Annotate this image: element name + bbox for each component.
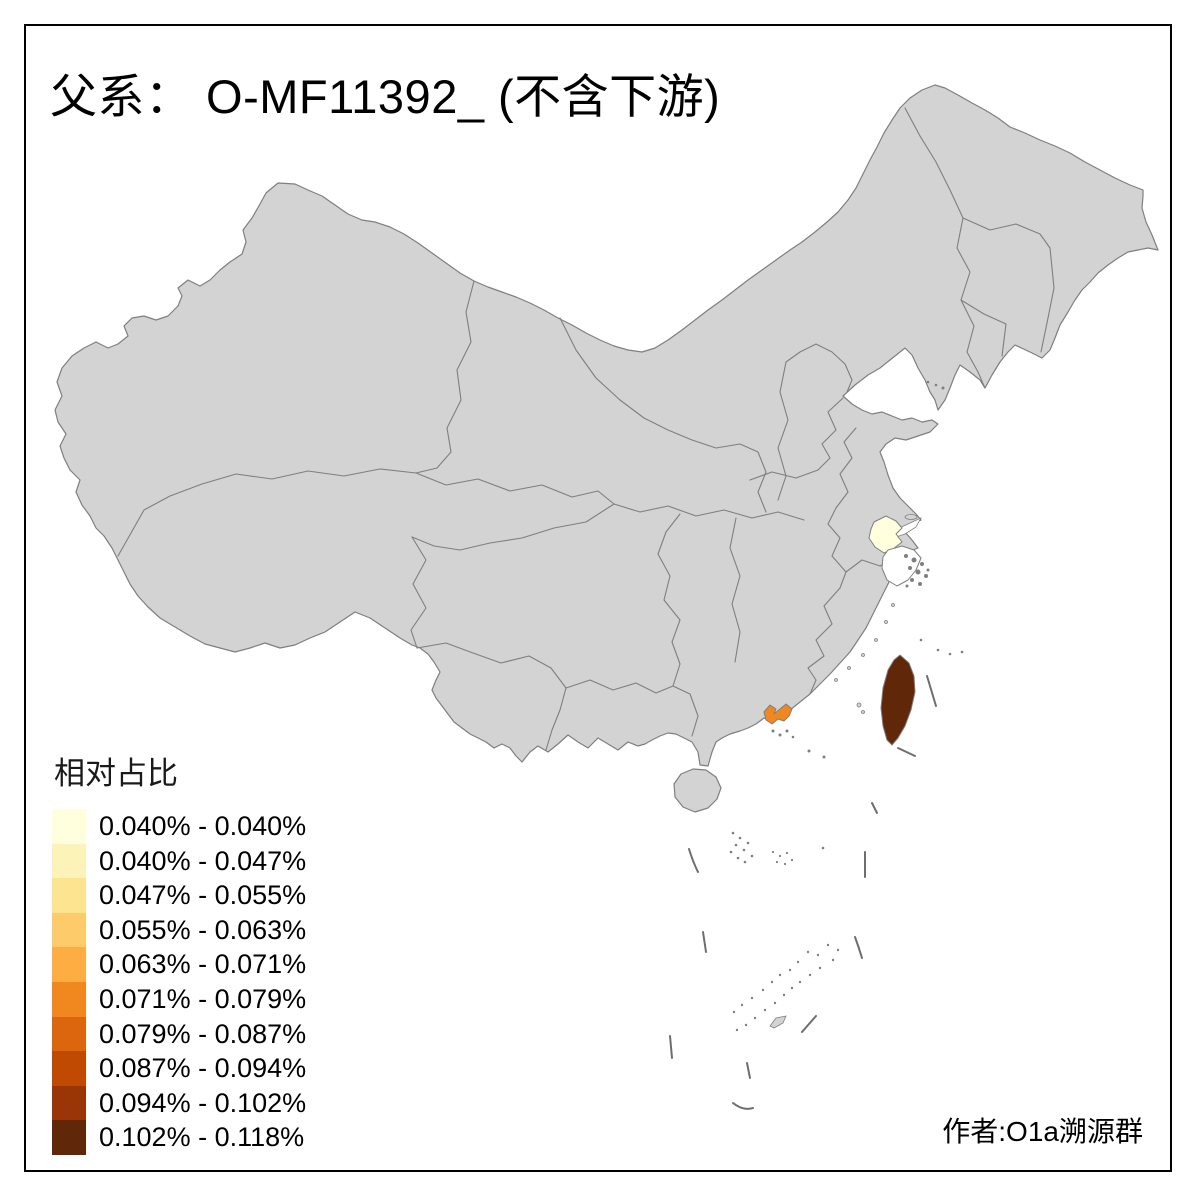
legend-label: 0.055% - 0.063% xyxy=(99,914,307,945)
legend-swatch xyxy=(52,878,86,913)
region-jiangsu-suzhou xyxy=(868,515,903,554)
island-dot xyxy=(771,729,775,733)
attribution: 作者:O1a溯源群 xyxy=(942,1116,1143,1147)
island-dot xyxy=(856,702,862,708)
region-taiwan xyxy=(880,654,916,746)
legend-swatch xyxy=(52,947,86,982)
legend-title: 相对占比 xyxy=(54,756,178,791)
island-dot xyxy=(769,1015,787,1029)
legend-label: 0.079% - 0.087% xyxy=(99,1018,307,1049)
legend-item: 0.055% - 0.063% xyxy=(52,912,307,948)
map-dash-line xyxy=(669,675,937,1110)
legend-items: 0.040% - 0.040% 0.040% - 0.047% 0.047% - 0… xyxy=(52,809,306,1155)
legend-item: 0.047% - 0.055% xyxy=(52,878,306,913)
mainland-outline xyxy=(54,84,1159,767)
legend-swatch xyxy=(52,1120,86,1155)
region-shanghai xyxy=(881,545,922,587)
region-guangdong-blob xyxy=(763,703,793,725)
island-dot xyxy=(904,514,918,520)
legend-swatch xyxy=(52,981,86,1017)
legend-item: 0.087% - 0.094% xyxy=(52,1051,306,1086)
legend-swatch xyxy=(52,1016,86,1052)
legend-swatch xyxy=(52,912,86,948)
legend-item: 0.094% - 0.102% xyxy=(52,1085,307,1121)
legend-label: 0.040% - 0.040% xyxy=(99,811,307,841)
page-title: 父系： O-MF11392_ (不含下游) xyxy=(50,70,721,123)
hainan-island xyxy=(673,768,722,813)
island-dot xyxy=(926,380,930,384)
map-islands xyxy=(729,380,964,1032)
legend-label: 0.047% - 0.055% xyxy=(99,880,307,911)
map-province-borders xyxy=(117,107,1055,751)
legend-item: 0.079% - 0.087% xyxy=(52,1016,307,1052)
island-dot xyxy=(891,603,895,607)
legend-label: 0.094% - 0.102% xyxy=(99,1087,307,1118)
legend-label: 0.102% - 0.118% xyxy=(99,1122,305,1153)
legend-swatch xyxy=(52,843,86,879)
legend-label: 0.063% - 0.071% xyxy=(99,949,307,980)
legend-item: 0.102% - 0.118% xyxy=(52,1120,306,1155)
legend-label: 0.040% - 0.047% xyxy=(99,845,307,876)
map-highlighted-regions xyxy=(763,515,922,746)
island-dot xyxy=(904,554,908,558)
legend-label: 0.087% - 0.094% xyxy=(99,1053,307,1084)
legend-item: 0.040% - 0.040% xyxy=(52,809,306,844)
legend-item: 0.071% - 0.079% xyxy=(52,981,307,1017)
legend-item: 0.063% - 0.071% xyxy=(52,947,306,982)
island-dot xyxy=(936,648,940,652)
legend-swatch xyxy=(52,1051,86,1086)
island-dot xyxy=(731,831,735,835)
legend-item: 0.040% - 0.047% xyxy=(52,843,307,879)
legend-swatch xyxy=(52,809,86,844)
legend: 相对占比 0.040% - 0.040% 0.040% - 0.047% 0.047… xyxy=(52,748,306,1155)
map-mainland xyxy=(54,84,1159,813)
legend-label: 0.071% - 0.079% xyxy=(99,983,307,1014)
legend-swatch xyxy=(52,1085,86,1121)
